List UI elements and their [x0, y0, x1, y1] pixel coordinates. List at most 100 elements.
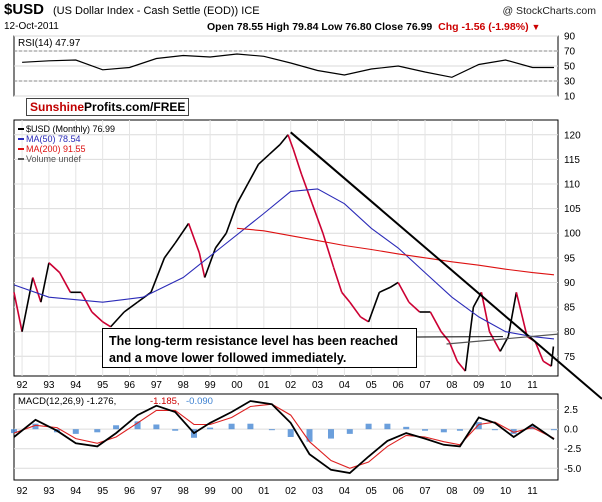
year-tick-label: 02 — [285, 380, 297, 391]
price-segment — [397, 282, 410, 303]
price-legend-item: Volume undef — [26, 154, 82, 164]
price-segment — [311, 203, 324, 234]
price-tick-label: 100 — [564, 229, 581, 240]
price-tick-label: 120 — [564, 130, 581, 141]
macd-histogram-bar — [268, 429, 275, 431]
year-tick-label: 08 — [446, 380, 458, 391]
macd-tick-label: 0.0 — [564, 425, 578, 436]
macd-histogram-bar — [228, 423, 235, 430]
price-segment — [32, 277, 42, 303]
price-segment — [332, 267, 343, 293]
ohlc-values: Open 78.55 High 79.84 Low 76.80 Close 76… — [207, 21, 433, 33]
macd-year-tick-label: 01 — [258, 486, 270, 497]
macd-year-tick-label: 93 — [43, 486, 55, 497]
resistance-trendline — [290, 131, 602, 400]
macd-histogram-bar — [306, 429, 313, 442]
macd-tick-label: -2.5 — [564, 444, 582, 455]
macd-legend-macd: MACD(12,26,9) -1.276, — [18, 396, 116, 407]
macd-histogram-bar — [72, 429, 79, 434]
price-segment — [429, 311, 442, 333]
price-segment — [187, 223, 201, 254]
price-segment — [225, 203, 238, 234]
macd-histogram-bar — [510, 429, 517, 434]
macd-tick-label: -5.0 — [564, 464, 582, 475]
price-segment — [268, 144, 281, 156]
price-segment — [379, 286, 391, 294]
macd-histogram-bar — [475, 422, 482, 430]
macd-line — [13, 400, 555, 474]
year-tick-label: 93 — [43, 380, 55, 391]
macd-histogram-bar — [422, 429, 429, 431]
macd-histogram-bar — [11, 429, 17, 434]
annotation-line2: and a move lower followed immediately. — [109, 351, 347, 365]
year-tick-label: 98 — [178, 380, 190, 391]
chart-credit: @ StockCharts.com — [502, 5, 596, 17]
price-segment — [542, 360, 552, 367]
macd-year-tick-label: 09 — [473, 486, 485, 497]
macd-histogram-bar — [550, 429, 557, 431]
macd-year-tick-label: 95 — [97, 486, 109, 497]
rsi-legend: RSI(14) 47.97 — [18, 38, 81, 49]
price-legend-item: MA(50) 78.54 — [26, 134, 81, 144]
macd-year-tick-label: 08 — [446, 486, 458, 497]
price-segment — [360, 316, 370, 323]
rsi-line — [22, 53, 554, 78]
year-tick-label: 03 — [312, 380, 324, 391]
macd-year-tick-label: 98 — [178, 486, 190, 497]
macd-histogram-bar — [32, 423, 39, 430]
chart-symbol: $USD — [4, 1, 45, 18]
price-segment — [349, 301, 362, 318]
price-legend-item: $USD (Monthly) 76.99 — [26, 124, 115, 134]
price-segment — [515, 292, 528, 337]
price-segment — [21, 277, 34, 332]
year-tick-label: 00 — [231, 380, 243, 391]
macd-histogram-bar — [403, 426, 410, 430]
price-segment — [13, 292, 23, 332]
price-segment — [456, 360, 466, 372]
annotation-box: The long-term resistance level has been … — [102, 328, 417, 368]
watermark-part1: Sunshine — [30, 100, 85, 114]
year-tick-label: 01 — [258, 380, 270, 391]
price-segment — [464, 306, 475, 372]
macd-legend-signal: -1.185, — [150, 396, 180, 407]
year-tick-label: 10 — [500, 380, 512, 391]
macd-year-tick-label: 03 — [312, 486, 324, 497]
macd-year-tick-label: 02 — [285, 486, 297, 497]
rsi-tick-label: 30 — [564, 77, 576, 88]
annotation-line1: The long-term resistance level has been … — [109, 334, 399, 348]
price-tick-label: 85 — [564, 303, 576, 314]
ma200-line — [236, 227, 555, 276]
price-legend-item: MA(200) 91.55 — [26, 144, 86, 154]
macd-histogram-bar — [456, 429, 463, 431]
macd-year-tick-label: 99 — [205, 486, 217, 497]
rsi-tick-label: 70 — [564, 47, 576, 58]
macd-histogram-bar — [113, 425, 120, 430]
macd-histogram-bar — [247, 423, 254, 430]
price-segment — [322, 232, 335, 268]
price-segment — [389, 281, 399, 289]
price-tick-label: 95 — [564, 253, 576, 264]
price-segment — [300, 173, 313, 204]
rsi-tick-label: 90 — [564, 32, 576, 43]
price-segment — [507, 292, 518, 337]
price-segment — [110, 311, 125, 328]
price-segment — [488, 331, 501, 352]
rsi-tick-label: 10 — [564, 92, 576, 103]
price-segment — [534, 341, 544, 362]
price-segment — [287, 134, 295, 150]
year-tick-label: 92 — [16, 380, 28, 391]
macd-histogram-bar — [440, 429, 447, 433]
year-tick-label: 99 — [205, 380, 217, 391]
price-segment — [40, 262, 50, 303]
price-tick-label: 75 — [564, 352, 576, 363]
support-trendline — [446, 333, 559, 345]
down-arrow-icon: ▼ — [531, 22, 541, 32]
rsi-tick-label: 50 — [564, 62, 576, 73]
price-segment — [367, 292, 381, 323]
macd-year-tick-label: 97 — [151, 486, 163, 497]
macd-year-tick-label: 94 — [70, 486, 82, 497]
price-segment — [150, 257, 166, 293]
macd-tick-label: 2.5 — [564, 405, 578, 416]
price-segment — [163, 242, 176, 259]
